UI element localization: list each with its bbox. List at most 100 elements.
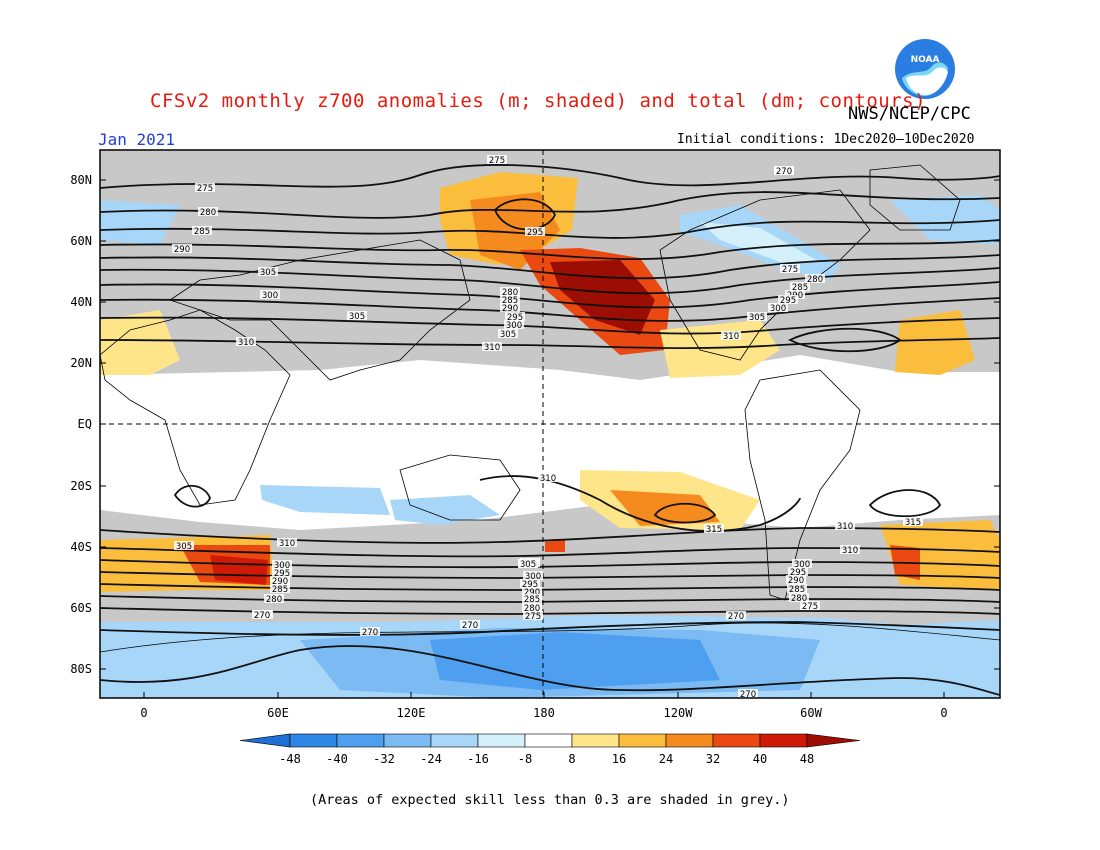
anomaly-atlantic-orange [895,310,975,375]
svg-text:290: 290 [502,304,518,314]
colorbar-swatch [759,733,808,748]
contour-label: 270 [252,610,272,621]
svg-text:310: 310 [238,338,254,348]
contour-label: 305 [347,311,367,322]
forecast-month: Jan 2021 [98,130,176,149]
anomaly-us-yellow [660,320,780,378]
svg-text:280: 280 [524,604,540,614]
contour-label: 310 [721,331,741,342]
svg-text:285: 285 [194,227,210,237]
svg-text:285: 285 [789,585,805,595]
svg-text:305: 305 [260,268,276,278]
contour-label: 310 [277,538,297,549]
contour-label: 280 [198,207,218,218]
colorbar-swatch [665,733,714,748]
svg-text:280: 280 [266,595,282,605]
svg-text:310: 310 [723,332,739,342]
contour-label: 290 [172,244,192,255]
contour-label: 290 [522,587,542,598]
colorbar-swatch [336,733,385,748]
svg-text:270: 270 [362,628,378,638]
svg-text:295: 295 [780,296,796,306]
colorbar-tick-label: -8 [518,752,532,766]
contour-label: 300 [768,303,788,314]
svg-text:285: 285 [524,595,540,605]
colorbar-arrow-left [239,733,291,748]
axes: 80N 60N 40N 20N EQ 20S 40S 60S 80S 0 60E 120E 180 120… [70,173,1000,720]
svg-text:295: 295 [522,580,538,590]
svg-text:285: 285 [792,283,808,293]
white-tropics [100,355,1000,530]
contour-label: 280 [500,287,520,298]
lat-label: 80N [70,173,92,187]
svg-text:270: 270 [728,612,744,622]
anomaly-europe-blue [890,195,1000,245]
contour-label: 285 [787,584,807,595]
svg-text:275: 275 [197,184,213,194]
contour-label: 275 [523,611,543,622]
contour-label: 310 [482,342,502,353]
svg-text:280: 280 [200,208,216,218]
svg-text:275: 275 [802,602,818,612]
colorbar-tick-label: 16 [612,752,626,766]
logo-text: NOAA [911,55,940,65]
svg-text:275: 275 [782,265,798,275]
contour-label: 305 [498,329,518,340]
contour-label: 305 [747,312,767,323]
contour-label: 305 [518,559,538,570]
contour-label: 295 [520,579,540,590]
anomaly-canada-lightblue [700,222,820,262]
svg-text:270: 270 [462,621,478,631]
contour-label: 270 [460,620,480,631]
contour-label: 310 [840,545,860,556]
lon-label: 180 [533,706,555,720]
contour-label: 310 [538,473,558,484]
lon-label: 120W [664,706,694,720]
svg-text:300: 300 [770,304,786,314]
contour-label: 305 [174,541,194,552]
colorbar-swatch [571,733,620,748]
contour-label: 300 [792,559,812,570]
colorbar-tick-label: -48 [279,752,301,766]
contour-label: 285 [790,282,810,293]
svg-text:310: 310 [279,539,295,549]
contour-label: 295 [788,567,808,578]
contour-label: 280 [789,593,809,604]
lat-label: 80S [70,662,92,676]
svg-text:300: 300 [262,291,278,301]
contour-label: 310 [835,521,855,532]
colorbar-tick-label: 32 [706,752,720,766]
lat-label: 40N [70,295,92,309]
svg-text:300: 300 [794,560,810,570]
svg-text:300: 300 [274,561,290,571]
svg-text:290: 290 [788,576,804,586]
svg-text:295: 295 [790,568,806,578]
height-contours [100,164,1000,696]
anomaly-nz-red [545,540,565,552]
contour-label: 280 [522,603,542,614]
contour-label: 290 [500,303,520,314]
colorbar-tick-label: -24 [420,752,442,766]
svg-text:285: 285 [272,585,288,595]
colorbar-tick-label: -16 [467,752,489,766]
colorbar-swatch [524,733,573,748]
contour-label: 295 [525,227,545,238]
svg-text:300: 300 [525,572,541,582]
anomaly-antarctic-darkblue [430,632,720,690]
lat-label: 60S [70,601,92,615]
anomaly-africa-yellow [100,310,180,375]
lon-label: 0 [940,706,947,720]
svg-text:310: 310 [540,474,556,484]
svg-text:270: 270 [776,167,792,177]
contour-label: 285 [270,584,290,595]
contour-label: 285 [522,594,542,605]
svg-text:290: 290 [524,588,540,598]
colorbar-swatch [477,733,526,748]
colorbar-swatch [430,733,479,748]
lat-label: EQ [78,417,92,431]
svg-text:280: 280 [791,594,807,604]
contour-label: 270 [726,611,746,622]
chart-title: CFSv2 monthly z700 anomalies (m; shaded)… [150,90,927,112]
organization-label: NWS/NCEP/CPC [848,104,971,124]
